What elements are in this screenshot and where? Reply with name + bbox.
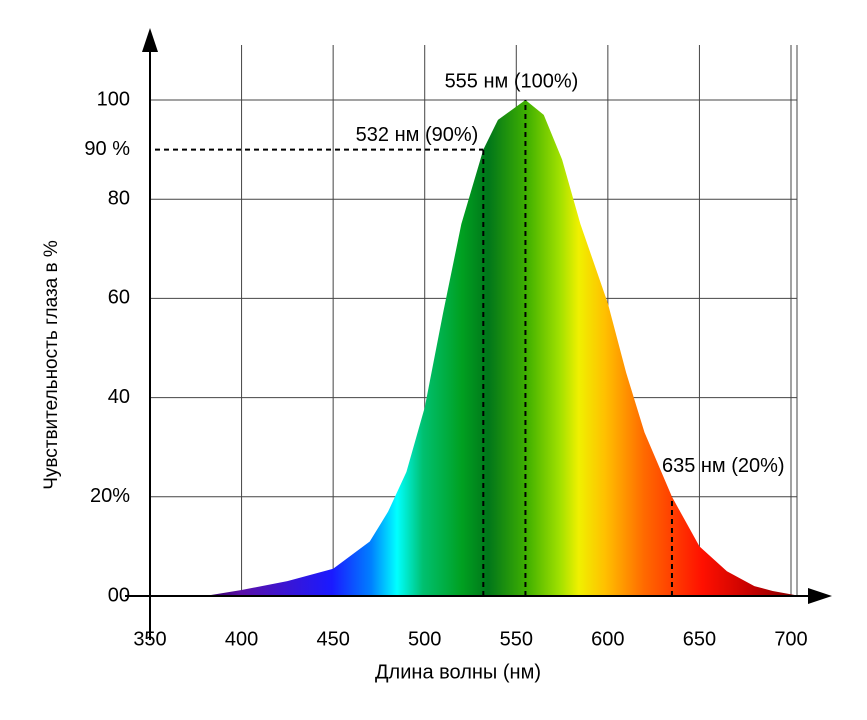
- y-tick-label: 100: [97, 88, 130, 110]
- annotation-label: 635 нм (20%): [662, 455, 785, 477]
- x-tick-label: 700: [774, 628, 807, 650]
- y-tick-label: 80: [108, 187, 130, 209]
- x-tick-label: 600: [591, 628, 624, 650]
- x-tick-label: 650: [683, 628, 716, 650]
- x-axis-title: Длина волны (нм): [375, 661, 541, 683]
- x-tick-label: 400: [225, 628, 258, 650]
- x-tick-label: 550: [500, 628, 533, 650]
- annotation-label: 532 нм (90%): [356, 124, 479, 146]
- annotation-label: 555 нм (100%): [445, 70, 579, 92]
- plot: [204, 100, 801, 596]
- x-tick-label: 500: [408, 628, 441, 650]
- y-axis-arrow: [142, 28, 158, 52]
- y-tick-label: 40: [108, 386, 130, 408]
- spectral-area: [204, 100, 801, 596]
- x-tick-label: 350: [133, 628, 166, 650]
- x-axis-arrow: [808, 588, 832, 604]
- y-tick-label: 20%: [90, 485, 130, 507]
- y-tick-label: 00: [108, 584, 130, 606]
- y-axis-title: Чувствительность глаза в %: [41, 240, 62, 490]
- annotation-axis-label: 90 %: [84, 138, 130, 160]
- x-tick-label: 450: [316, 628, 349, 650]
- y-tick-label: 60: [108, 287, 130, 309]
